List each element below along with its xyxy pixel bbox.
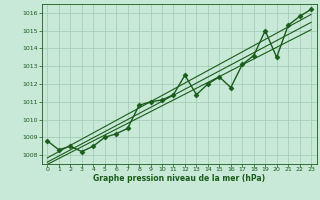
X-axis label: Graphe pression niveau de la mer (hPa): Graphe pression niveau de la mer (hPa): [93, 174, 265, 183]
